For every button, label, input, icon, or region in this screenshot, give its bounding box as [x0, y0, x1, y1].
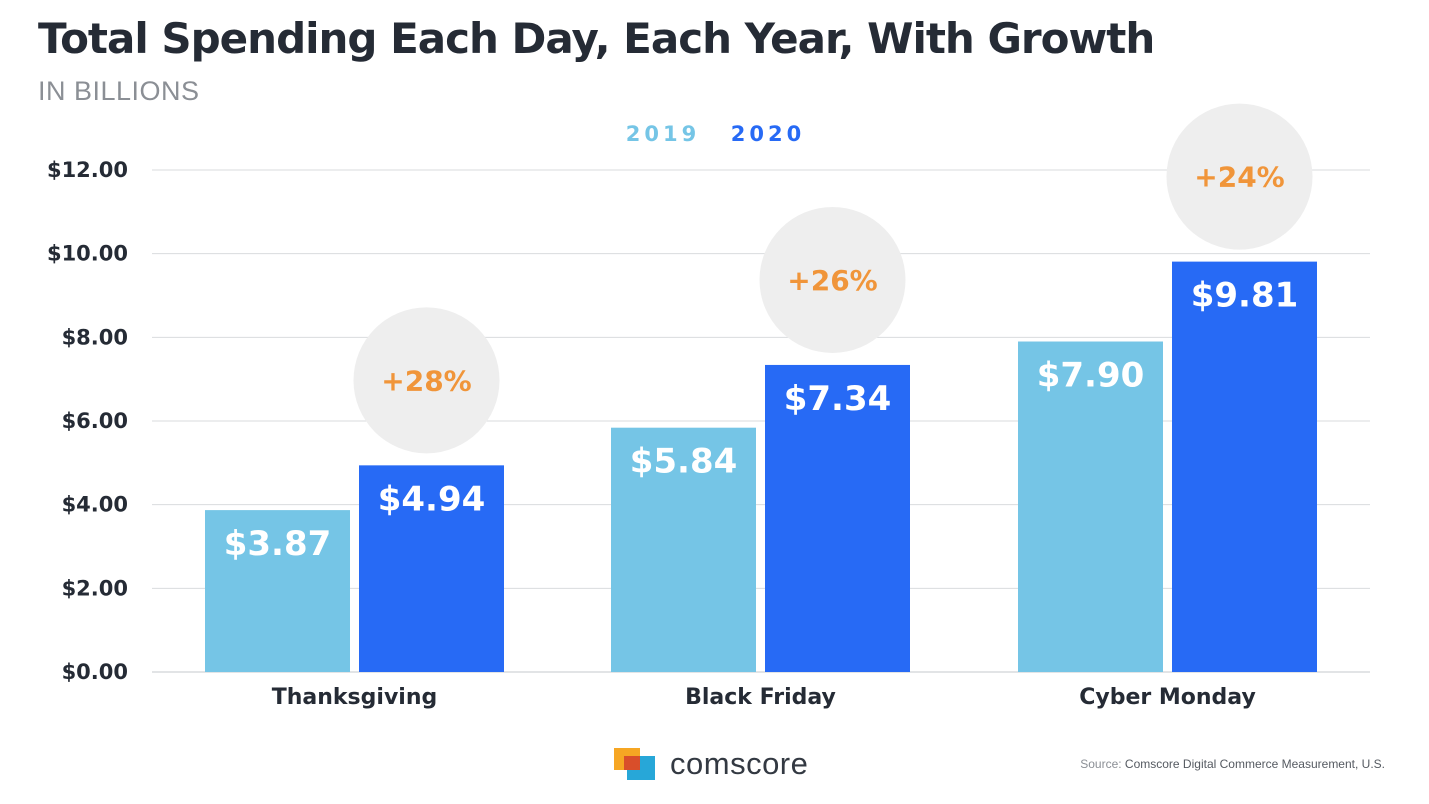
bar-2019-0	[205, 510, 350, 672]
x-category-label: Black Friday	[685, 685, 836, 710]
bar-value-label: $7.90	[1037, 356, 1145, 396]
x-category-label: Cyber Monday	[1079, 685, 1256, 710]
y-tick-label: $0.00	[62, 660, 128, 684]
bar-value-label: $5.84	[630, 442, 738, 482]
bar-value-label: $9.81	[1191, 276, 1299, 316]
source-text: Comscore Digital Commerce Measurement, U…	[1124, 757, 1385, 771]
growth-label: +26%	[787, 264, 877, 297]
growth-circle	[1166, 103, 1313, 250]
bar-chart: $0.00 $2.00 $4.00 $6.00 $8.00 $10.00 $12.00 201…	[47, 103, 1370, 710]
bar-2019-2	[1018, 341, 1163, 672]
growth-label: +28%	[381, 364, 471, 397]
y-tick-label: $6.00	[62, 409, 128, 433]
source-prefix: Source:	[1080, 757, 1125, 771]
logo-text: comscore	[670, 746, 809, 781]
comscore-logo-icon	[614, 746, 658, 782]
bar-value-label: $7.34	[784, 379, 892, 419]
bar-value-label: $3.87	[224, 524, 332, 564]
growth-label: +24%	[1194, 161, 1284, 194]
bar-2020-2	[1172, 261, 1317, 672]
y-tick-label: $8.00	[62, 325, 128, 349]
bar-2020-1	[765, 364, 910, 672]
bar-2020-0	[359, 465, 504, 672]
x-category-label: Thanksgiving	[272, 685, 437, 710]
y-tick-label: $4.00	[62, 493, 128, 517]
growth-circle	[759, 206, 906, 353]
bar-2019-1	[611, 427, 756, 672]
y-tick-label: $2.00	[62, 576, 128, 600]
bar-value-label: $4.94	[378, 479, 486, 519]
growth-circle	[353, 307, 500, 454]
legend-item-2020: 2020	[731, 122, 805, 146]
legend-item-2019: 2019	[626, 122, 700, 146]
source-note: Source: Comscore Digital Commerce Measur…	[1080, 757, 1385, 771]
y-tick-label: $12.00	[47, 158, 128, 182]
chart-subtitle: IN BILLIONS	[38, 76, 200, 106]
comscore-logo: comscore	[614, 746, 808, 782]
y-tick-label: $10.00	[47, 242, 128, 266]
chart-title: Total Spending Each Day, Each Year, With…	[38, 14, 1155, 63]
